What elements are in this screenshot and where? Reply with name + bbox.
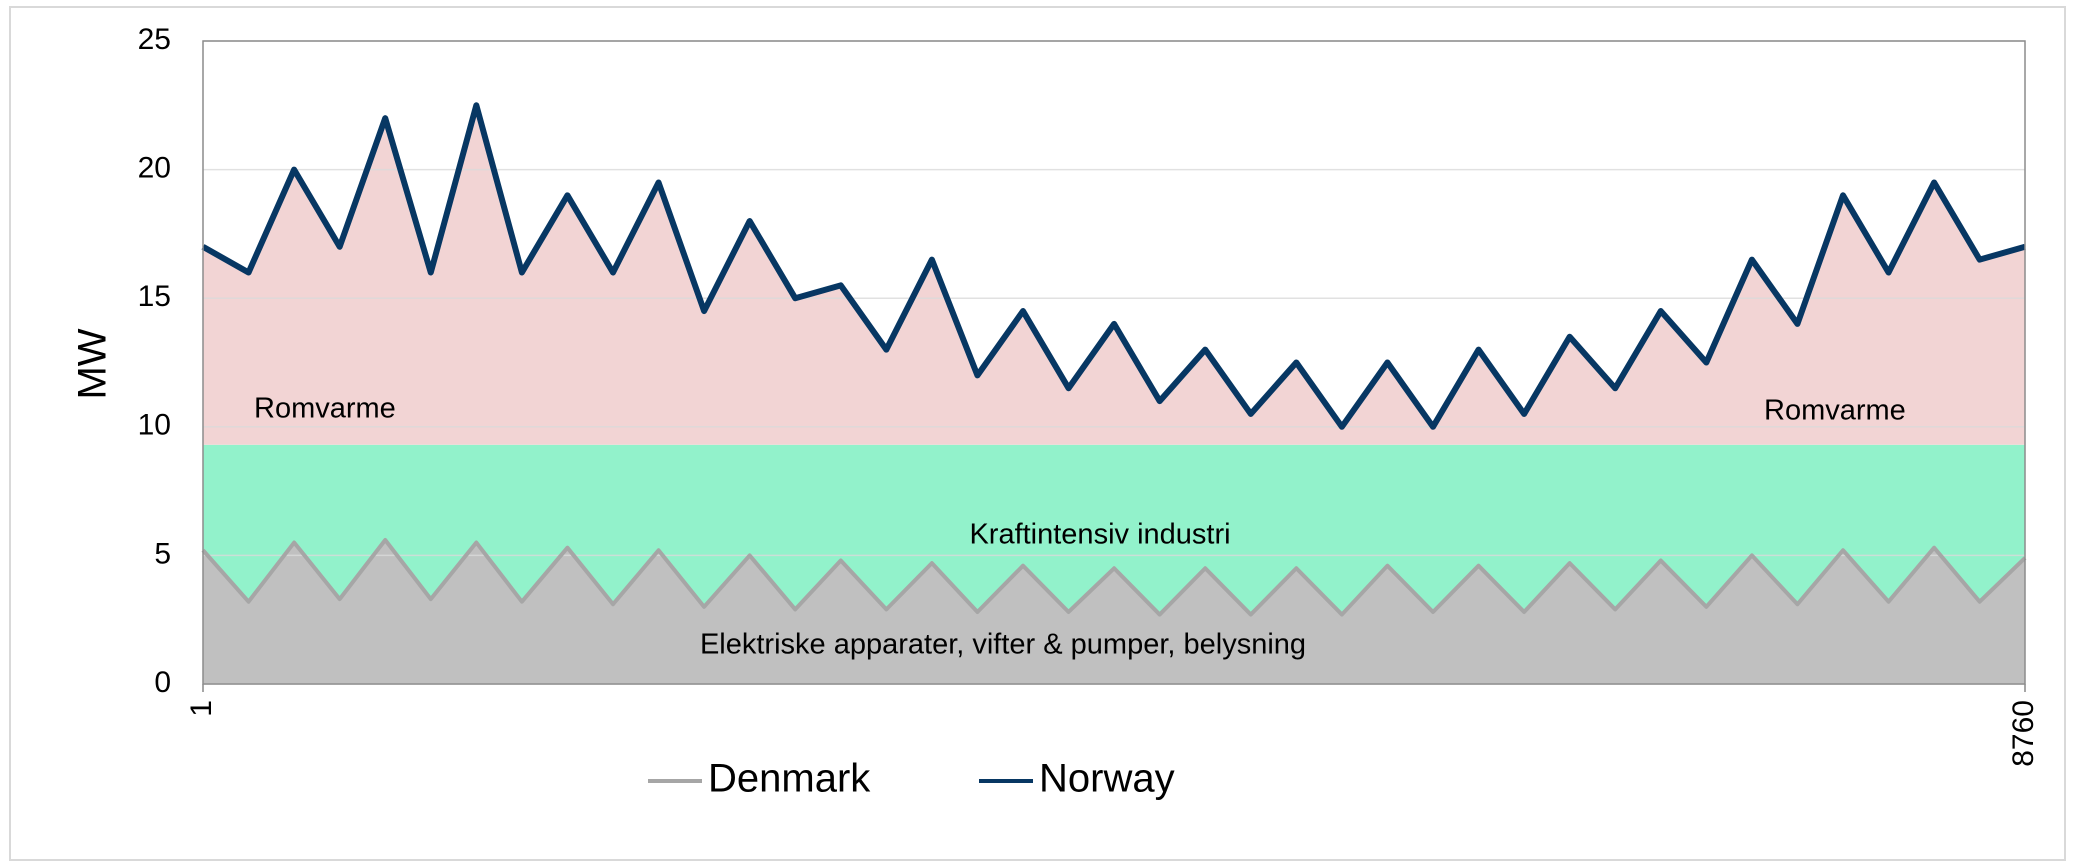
annotation: Elektriske apparater, vifter & pumper, b…	[700, 629, 1306, 661]
annotation: Romvarme	[1764, 395, 1906, 427]
legend-label: Norway	[1039, 757, 1175, 801]
legend-label: Denmark	[708, 757, 871, 801]
y-tick-label: 0	[154, 666, 171, 699]
y-tick-label: 25	[138, 23, 171, 56]
line	[201, 102, 2026, 430]
chart-frame	[9, 6, 2066, 861]
band-label: Kraftintensiv industri	[969, 519, 1230, 551]
y-tick-label: 10	[138, 409, 171, 442]
plot-border	[202, 40, 2026, 685]
y-axis-label: MW	[71, 328, 115, 399]
area	[203, 539, 2025, 684]
y-tick-label: 20	[138, 152, 171, 185]
x-tick-label: 1	[185, 700, 218, 717]
area	[203, 105, 2025, 445]
line	[201, 537, 2027, 617]
x-tick-label: 8760	[2007, 700, 2040, 767]
y-tick-label: 5	[154, 537, 171, 570]
annotation: Romvarme	[254, 393, 396, 425]
y-tick-label: 15	[138, 280, 171, 313]
